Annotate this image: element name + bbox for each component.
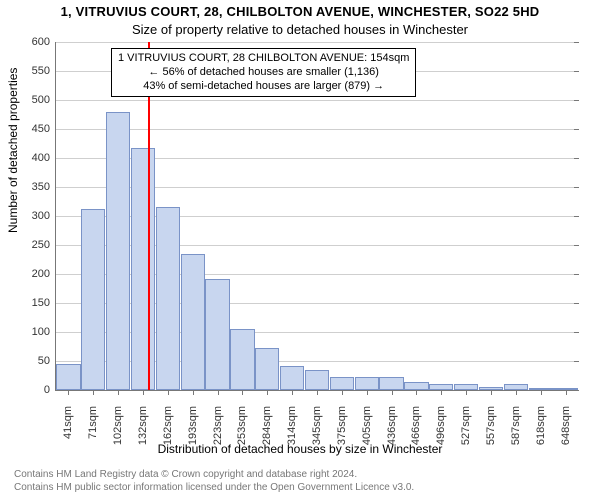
y-tick-label: 50	[38, 355, 56, 367]
footer-line1: Contains HM Land Registry data © Crown c…	[14, 468, 414, 481]
x-tick-mark	[68, 390, 69, 395]
histogram-bar	[305, 370, 329, 390]
gridline	[56, 42, 578, 43]
y-tick-mark	[574, 216, 579, 217]
y-tick-label: 250	[32, 239, 56, 251]
histogram-bar	[255, 348, 279, 390]
histogram-bar	[181, 254, 205, 390]
histogram-bar	[205, 279, 229, 390]
annotation-line2: ← 56% of detached houses are smaller (1,…	[118, 66, 409, 80]
x-tick-mark	[93, 390, 94, 395]
y-tick-label: 400	[32, 152, 56, 164]
y-tick-label: 350	[32, 181, 56, 193]
x-tick-mark	[193, 390, 194, 395]
y-tick-label: 150	[32, 297, 56, 309]
y-tick-mark	[574, 274, 579, 275]
x-tick-mark	[118, 390, 119, 395]
histogram-bar	[355, 377, 379, 390]
histogram-bar	[106, 112, 130, 390]
x-tick-mark	[168, 390, 169, 395]
histogram-bar	[81, 209, 105, 390]
x-tick-mark	[516, 390, 517, 395]
y-tick-label: 550	[32, 65, 56, 77]
footer-attribution: Contains HM Land Registry data © Crown c…	[14, 468, 414, 494]
x-tick-mark	[317, 390, 318, 395]
y-tick-label: 200	[32, 268, 56, 280]
chart-title-line1: 1, VITRUVIUS COURT, 28, CHILBOLTON AVENU…	[0, 4, 600, 19]
y-tick-label: 450	[32, 123, 56, 135]
histogram-bar	[330, 377, 354, 390]
y-tick-mark	[574, 390, 579, 391]
x-tick-mark	[441, 390, 442, 395]
y-tick-mark	[574, 187, 579, 188]
x-tick-mark	[218, 390, 219, 395]
x-tick-mark	[367, 390, 368, 395]
histogram-bar	[404, 382, 428, 390]
y-tick-mark	[574, 100, 579, 101]
plot-area: 05010015020025030035040045050055060041sq…	[55, 42, 578, 391]
x-tick-mark	[466, 390, 467, 395]
y-tick-label: 0	[44, 384, 56, 396]
y-tick-label: 300	[32, 210, 56, 222]
histogram-bar	[379, 377, 403, 390]
annotation-box: 1 VITRUVIUS COURT, 28 CHILBOLTON AVENUE:…	[111, 48, 416, 97]
footer-line2: Contains HM public sector information li…	[14, 481, 414, 494]
y-tick-mark	[574, 332, 579, 333]
y-tick-label: 100	[32, 326, 56, 338]
histogram-bar	[131, 148, 155, 390]
histogram-bar	[280, 366, 304, 390]
x-tick-mark	[566, 390, 567, 395]
gridline	[56, 100, 578, 101]
y-tick-label: 500	[32, 94, 56, 106]
x-tick-mark	[392, 390, 393, 395]
y-tick-mark	[574, 361, 579, 362]
gridline	[56, 129, 578, 130]
y-tick-mark	[574, 303, 579, 304]
x-tick-mark	[541, 390, 542, 395]
y-tick-mark	[574, 129, 579, 130]
y-tick-mark	[574, 245, 579, 246]
x-axis-label: Distribution of detached houses by size …	[0, 442, 600, 456]
histogram-bar	[230, 329, 254, 390]
x-tick-mark	[143, 390, 144, 395]
annotation-line3: 43% of semi-detached houses are larger (…	[118, 80, 409, 94]
chart-title-line2: Size of property relative to detached ho…	[0, 22, 600, 37]
y-axis-label: Number of detached properties	[6, 68, 20, 233]
y-tick-label: 600	[32, 36, 56, 48]
histogram-bar	[56, 364, 80, 390]
x-tick-mark	[491, 390, 492, 395]
x-tick-mark	[416, 390, 417, 395]
histogram-bar	[156, 207, 180, 390]
x-tick-mark	[242, 390, 243, 395]
x-tick-mark	[267, 390, 268, 395]
chart-root: 1, VITRUVIUS COURT, 28, CHILBOLTON AVENU…	[0, 0, 600, 500]
x-tick-mark	[292, 390, 293, 395]
annotation-line1: 1 VITRUVIUS COURT, 28 CHILBOLTON AVENUE:…	[118, 52, 409, 66]
y-tick-mark	[574, 158, 579, 159]
x-tick-mark	[342, 390, 343, 395]
y-tick-mark	[574, 71, 579, 72]
y-tick-mark	[574, 42, 579, 43]
